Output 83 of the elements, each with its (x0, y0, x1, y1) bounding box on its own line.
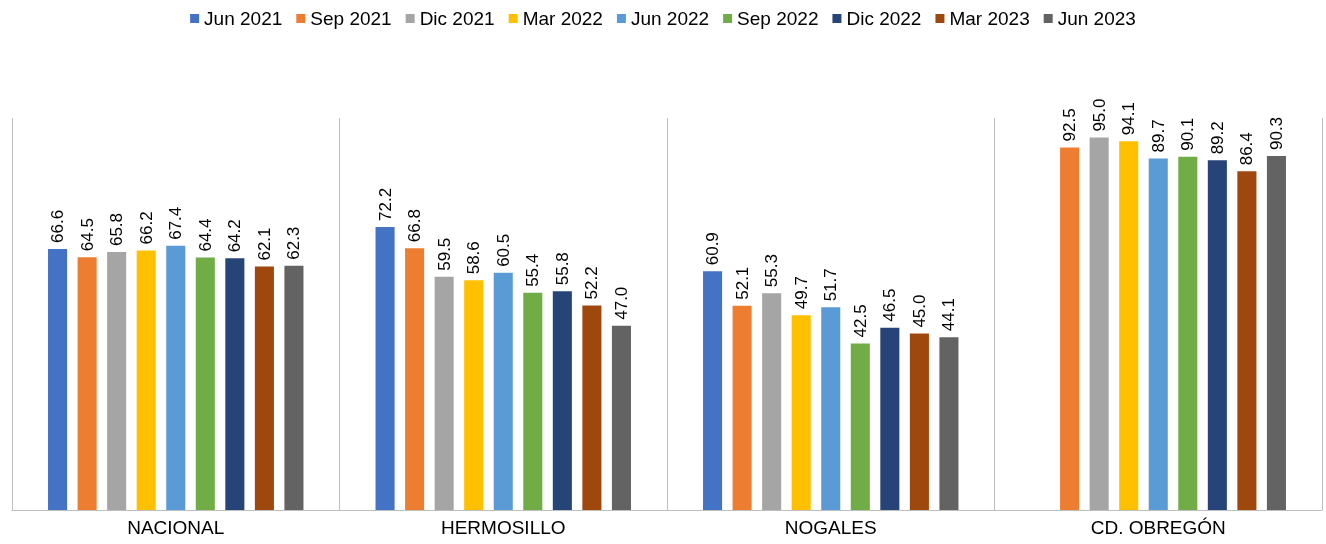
x-tick-label: NOGALES (784, 517, 877, 538)
data-label: 42.5 (850, 304, 870, 338)
bar (850, 343, 870, 510)
data-label: 62.3 (284, 226, 304, 260)
data-label: 89.2 (1207, 121, 1227, 155)
bar (1237, 171, 1257, 510)
bar (732, 305, 752, 510)
bar (1207, 160, 1227, 510)
x-tick-label: NACIONAL (127, 517, 225, 538)
data-label: 72.2 (375, 187, 395, 221)
bar (1148, 158, 1168, 510)
bar (77, 257, 97, 510)
data-label: 52.1 (732, 266, 752, 300)
legend-label: Jun 2021 (204, 8, 283, 29)
data-label: 59.5 (434, 237, 454, 271)
data-label: 66.6 (48, 209, 68, 243)
data-label: 47.0 (611, 286, 631, 320)
data-label: 58.6 (464, 241, 484, 275)
bar (762, 293, 782, 510)
bar (284, 265, 304, 510)
data-label: 64.4 (195, 218, 215, 252)
data-label: 62.1 (254, 227, 274, 261)
bar (1119, 141, 1139, 510)
legend-label: Jun 2022 (630, 8, 710, 29)
bar (166, 245, 186, 510)
data-label: 45.0 (909, 294, 929, 328)
legend-label: Jun 2023 (1057, 8, 1136, 29)
bar (1266, 156, 1286, 510)
bar (434, 276, 454, 510)
x-tick-label: CD. OBREGÓN (1090, 517, 1226, 538)
bar (48, 248, 68, 510)
bar (880, 327, 900, 510)
data-label: 60.5 (493, 233, 513, 267)
data-label: 90.1 (1178, 117, 1198, 151)
data-label: 90.3 (1266, 116, 1286, 151)
legend-label: Mar 2022 (522, 8, 603, 29)
data-label: 66.2 (136, 211, 156, 245)
legend-label: Sep 2021 (310, 8, 392, 29)
bar (939, 337, 959, 510)
legend-label: Mar 2023 (949, 8, 1030, 29)
data-label: 46.5 (880, 288, 900, 322)
data-label: 94.1 (1119, 102, 1139, 136)
data-label: 66.8 (405, 209, 425, 243)
data-label: 51.7 (821, 268, 841, 302)
bar (611, 325, 631, 510)
data-label: 44.1 (939, 298, 959, 332)
bar (703, 271, 723, 510)
data-label: 55.3 (762, 254, 782, 288)
x-tick-label: HERMOSILLO (440, 517, 566, 538)
bar (254, 266, 274, 510)
data-label: 52.2 (582, 266, 602, 300)
data-label: 95.0 (1089, 98, 1109, 132)
data-label: 64.2 (225, 219, 245, 253)
bar (375, 226, 395, 510)
bar (523, 292, 543, 510)
data-label: 60.9 (703, 232, 723, 266)
data-label: 64.5 (77, 218, 97, 252)
data-label: 49.7 (791, 276, 811, 310)
data-label: 89.7 (1148, 119, 1168, 153)
bar (464, 280, 484, 510)
bar (821, 307, 841, 510)
legend-label: Dic 2022 (846, 8, 922, 29)
bar (195, 257, 215, 510)
bar (107, 252, 127, 510)
bar (909, 333, 929, 510)
bar (225, 258, 245, 510)
bar (136, 250, 156, 510)
legend-label: Dic 2021 (419, 8, 495, 29)
data-label: 92.5 (1060, 108, 1080, 142)
bar (405, 248, 425, 510)
bar (1178, 156, 1198, 510)
data-label: 65.8 (107, 212, 127, 247)
bar (791, 315, 811, 510)
data-label: 67.4 (166, 206, 186, 240)
bar (1060, 147, 1080, 510)
bar (582, 305, 602, 510)
bar (552, 291, 572, 510)
bar (493, 272, 513, 510)
legend-label: Sep 2022 (737, 8, 819, 29)
data-label: 55.8 (552, 252, 572, 286)
data-label: 55.4 (523, 253, 543, 287)
bar (1089, 137, 1109, 510)
data-label: 86.4 (1237, 132, 1257, 166)
